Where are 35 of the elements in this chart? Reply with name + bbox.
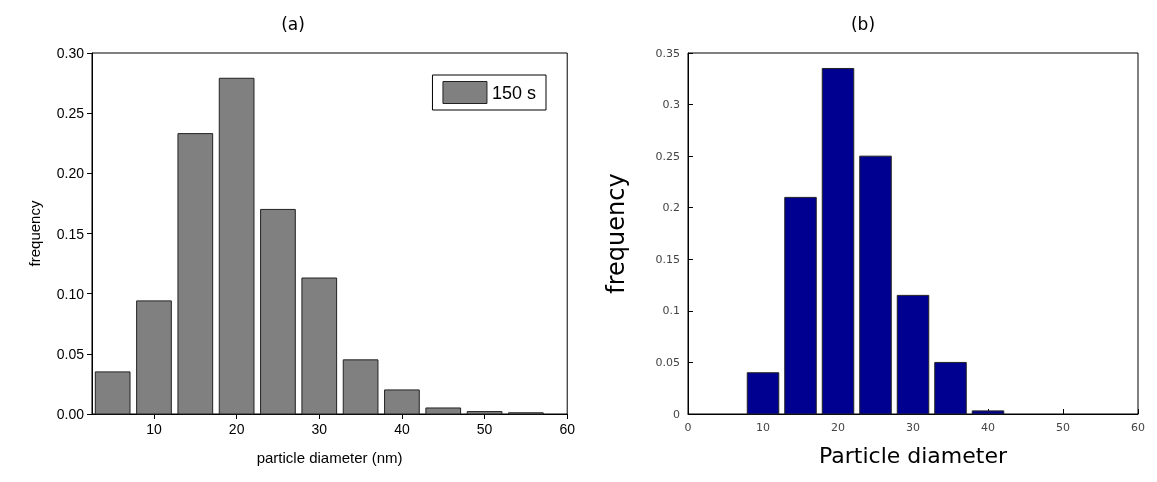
y-tick-label: 0.2	[662, 201, 680, 215]
x-tick-label: 10	[146, 421, 162, 437]
x-tick-label: 20	[228, 421, 245, 437]
x-tick-label: 30	[906, 421, 920, 434]
x-tick-label: 10	[756, 421, 770, 434]
x-tick-label: 60	[559, 421, 576, 437]
y-tick-label: 0.30	[56, 45, 85, 61]
y-tick-label: 0.25	[56, 105, 85, 122]
y-tick-label: 0.00	[56, 406, 85, 422]
y-tick-label: 0.10	[56, 285, 85, 302]
x-tick-label: 20	[831, 421, 845, 434]
chart-title: (b)	[850, 13, 876, 34]
y-tick-label: 0.15	[655, 252, 680, 266]
legend-label: 150 s	[491, 82, 537, 103]
y-tick-label: 0.20	[56, 165, 85, 182]
y-tick-label: 0.05	[655, 355, 680, 369]
x-tick-label: 0	[684, 421, 692, 434]
x-tick-label: 50	[476, 421, 493, 437]
y-axis-title: frequency	[26, 200, 43, 267]
x-axis-title: Particle diameter	[818, 442, 1008, 468]
y-tick-label: 0.25	[655, 149, 680, 163]
x-tick-label: 50	[1056, 421, 1070, 434]
y-tick-label: 0.15	[56, 225, 85, 242]
y-tick-label: 0.35	[655, 46, 680, 60]
chart-title: (a)	[281, 13, 305, 34]
x-axis-title: particle diameter (nm)	[256, 449, 403, 466]
x-tick-label: 40	[394, 421, 410, 437]
x-tick-label: 60	[1131, 421, 1145, 434]
y-tick-label: 0.1	[662, 304, 680, 318]
x-tick-label: 40	[981, 421, 995, 434]
y-tick-label: 0	[673, 407, 680, 421]
y-tick-label: 0.3	[662, 98, 680, 112]
y-tick-label: 0.05	[56, 345, 85, 362]
x-tick-label: 30	[311, 421, 328, 437]
y-axis-title: frequency	[602, 173, 630, 294]
